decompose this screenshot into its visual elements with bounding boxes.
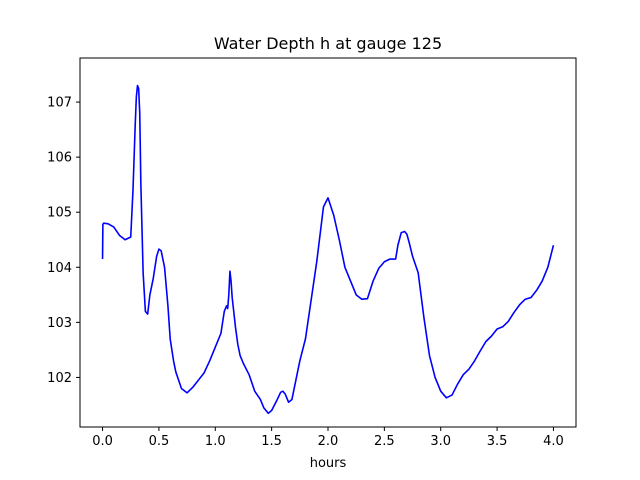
y-tick-label: 107 bbox=[47, 96, 72, 111]
x-tick-label: 0.0 bbox=[92, 434, 113, 449]
plot-area bbox=[101, 84, 555, 415]
x-tick-label: 4.0 bbox=[543, 434, 564, 449]
x-axis-label: hours bbox=[310, 456, 347, 471]
x-tick-label: 3.0 bbox=[430, 434, 451, 449]
series-line-0 bbox=[101, 84, 555, 415]
chart-title: Water Depth h at gauge 125 bbox=[214, 34, 442, 53]
y-tick-label: 106 bbox=[47, 151, 72, 166]
y-tick-label: 104 bbox=[47, 261, 72, 276]
y-tick-label: 103 bbox=[47, 316, 72, 331]
x-tick-label: 0.5 bbox=[149, 434, 170, 449]
x-tick-label: 1.5 bbox=[261, 434, 282, 449]
x-tick-label: 2.0 bbox=[318, 434, 339, 449]
y-tick-label: 102 bbox=[47, 371, 72, 386]
x-tick-label: 2.5 bbox=[374, 434, 395, 449]
y-tick-label: 105 bbox=[47, 206, 72, 221]
y-axis: 102 103 104 105 106 107 bbox=[47, 96, 80, 386]
x-axis: 0.0 0.5 1.0 1.5 2.0 2.5 3.0 3.5 4.0 bbox=[92, 427, 564, 449]
x-tick-label: 3.5 bbox=[487, 434, 508, 449]
x-tick-label: 1.0 bbox=[205, 434, 226, 449]
